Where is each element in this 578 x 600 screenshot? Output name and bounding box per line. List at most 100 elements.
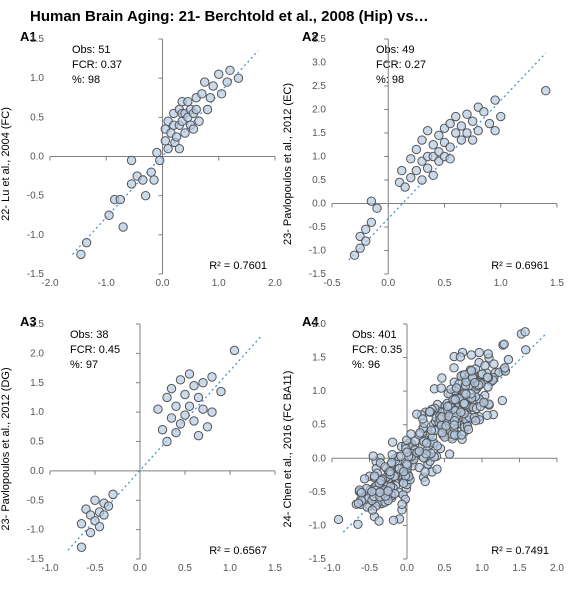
data-point [429, 171, 437, 179]
data-point [480, 398, 488, 406]
data-point [209, 82, 217, 90]
data-point [462, 390, 470, 398]
page-title: Human Brain Aging: 21- Berchtold et al.,… [0, 0, 578, 31]
svg-text:0.5: 0.5 [30, 437, 44, 448]
data-point [500, 340, 508, 348]
svg-text:1.0: 1.0 [475, 563, 489, 574]
svg-text:1.0: 1.0 [494, 278, 508, 289]
svg-text:2.5: 2.5 [312, 81, 326, 92]
data-point [163, 393, 171, 401]
data-point [195, 117, 203, 125]
svg-text:-1.0: -1.0 [309, 246, 327, 257]
data-point [451, 395, 459, 403]
data-point [176, 376, 184, 384]
svg-text:1.5: 1.5 [312, 353, 326, 364]
scatter-panel-A3: A323- Pavlopoulos et al., 2012 (DG)Obs: … [10, 316, 285, 581]
svg-text:1.0: 1.0 [312, 152, 326, 163]
data-point [100, 511, 108, 519]
svg-text:-1.5: -1.5 [27, 269, 45, 280]
svg-text:2.0: 2.0 [312, 319, 326, 330]
data-point [367, 218, 375, 226]
data-point [208, 373, 216, 381]
data-point [421, 468, 429, 476]
data-point [463, 110, 471, 118]
data-point [226, 66, 234, 74]
data-point [163, 437, 171, 445]
data-point [457, 136, 465, 144]
data-point [109, 490, 117, 498]
data-point [198, 90, 206, 98]
data-point [521, 328, 529, 336]
data-point [485, 119, 493, 127]
svg-text:1.5: 1.5 [30, 34, 44, 45]
data-point [398, 500, 406, 508]
svg-text:2.0: 2.0 [268, 278, 282, 289]
data-point [457, 122, 465, 130]
data-point [425, 407, 433, 415]
data-point [483, 373, 491, 381]
svg-text:0.0: 0.0 [312, 453, 326, 464]
panel-grid: A122- Lu et al., 2004 (FC)Obs: 51 FCR: 0… [0, 31, 578, 591]
scatter-svg: -1.0-0.50.00.51.01.5-1.5-1.0-0.50.00.51.… [10, 316, 285, 581]
data-point [116, 195, 124, 203]
data-point [481, 362, 489, 370]
data-point [468, 136, 476, 144]
data-point [435, 131, 443, 139]
data-point [388, 458, 396, 466]
data-point [474, 126, 482, 134]
data-point [234, 74, 242, 82]
data-point [407, 155, 415, 163]
data-point [192, 105, 200, 113]
data-point [445, 450, 453, 458]
data-point [398, 166, 406, 174]
data-point [433, 465, 441, 473]
data-point [217, 387, 225, 395]
svg-text:0.5: 0.5 [438, 563, 452, 574]
data-point [452, 384, 460, 392]
svg-text:0.0: 0.0 [30, 466, 44, 477]
data-point [181, 411, 189, 419]
svg-text:-0.5: -0.5 [27, 191, 45, 202]
data-point [457, 408, 465, 416]
data-point [164, 144, 172, 152]
data-point [370, 472, 378, 480]
data-point [443, 402, 451, 410]
data-point [412, 145, 420, 153]
svg-text:1.5: 1.5 [312, 128, 326, 139]
svg-text:1.0: 1.0 [223, 563, 237, 574]
data-point [119, 223, 127, 231]
data-point [217, 90, 225, 98]
svg-text:1.5: 1.5 [513, 563, 527, 574]
data-point [105, 211, 113, 219]
data-point [190, 381, 198, 389]
data-point [388, 438, 396, 446]
data-point [230, 346, 238, 354]
data-point [429, 141, 437, 149]
svg-text:0.0: 0.0 [312, 199, 326, 210]
data-point [456, 353, 464, 361]
data-point [362, 225, 370, 233]
data-point [369, 452, 377, 460]
scatter-svg: -2.0-1.00.01.02.0-1.5-1.0-0.50.00.51.01.… [10, 31, 285, 296]
data-point [203, 105, 211, 113]
data-point [215, 70, 223, 78]
svg-text:0.5: 0.5 [312, 420, 326, 431]
data-point [376, 488, 384, 496]
data-point [450, 364, 458, 372]
data-point [480, 108, 488, 116]
svg-text:-1.0: -1.0 [309, 520, 327, 531]
svg-text:-1.0: -1.0 [41, 563, 59, 574]
data-point [199, 379, 207, 387]
data-point [437, 384, 445, 392]
data-point [223, 78, 231, 86]
data-point [362, 237, 370, 245]
data-point [423, 126, 431, 134]
data-point [367, 197, 375, 205]
svg-text:0.5: 0.5 [30, 112, 44, 123]
data-point [104, 502, 112, 510]
data-point [167, 384, 175, 392]
data-point [491, 126, 499, 134]
scatter-panel-A2: A223- Pavlopoulos et al., 2012 (EC)Obs: … [292, 31, 567, 296]
data-point [418, 176, 426, 184]
data-point [360, 475, 368, 483]
